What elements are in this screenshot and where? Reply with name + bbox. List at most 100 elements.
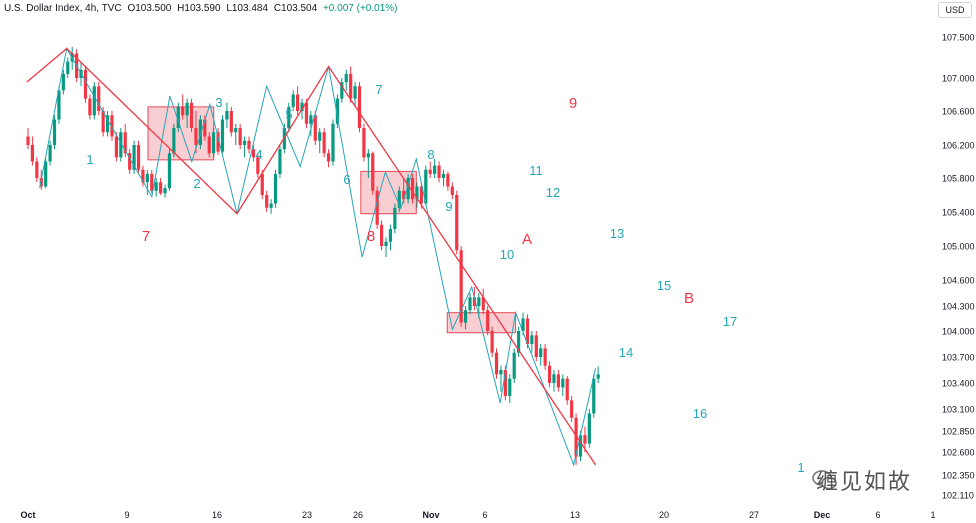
candle-body — [212, 132, 216, 154]
candle — [92, 82, 96, 120]
candle — [61, 69, 65, 95]
minor-wave-label: 6 — [343, 172, 350, 187]
candle — [463, 306, 468, 330]
symbol-label: U.S. Dollar Index, 4h, TVC — [4, 3, 122, 14]
candle-body — [424, 169, 428, 204]
candle — [512, 348, 516, 383]
y-tick-label: 103.100 — [942, 405, 975, 415]
candle-body — [525, 318, 530, 344]
candle-body — [547, 365, 552, 383]
candle — [384, 237, 388, 258]
candle — [57, 86, 61, 124]
candle — [48, 140, 52, 166]
candle-body — [433, 165, 437, 174]
candle-body — [234, 128, 238, 133]
candle-body — [251, 149, 256, 158]
candle-body — [397, 190, 401, 208]
candle-body — [145, 173, 149, 183]
candle-body — [238, 128, 242, 145]
high-value: H103.590 — [177, 3, 221, 14]
candle-body — [415, 186, 419, 200]
candle-body — [517, 331, 521, 353]
candle — [150, 169, 154, 194]
candle-body — [402, 190, 406, 200]
candle — [251, 145, 256, 162]
candle-body — [380, 224, 384, 246]
y-tick-label: 104.600 — [942, 276, 975, 286]
candle-body — [410, 178, 415, 200]
candle-body — [565, 378, 569, 401]
close-value: C103.504 — [273, 3, 318, 14]
candle — [357, 82, 362, 133]
candle — [238, 123, 242, 150]
candle-body — [154, 182, 158, 191]
y-tick-label: 102.350 — [942, 471, 975, 481]
candle — [446, 171, 450, 191]
candle-body — [472, 297, 477, 306]
open-value: O103.500 — [127, 3, 172, 14]
candle — [468, 293, 472, 315]
candle — [185, 98, 189, 128]
minor-wave-label: 16 — [693, 406, 707, 421]
candle — [340, 78, 344, 103]
minor-wave-label: 11 — [529, 163, 543, 178]
candle-body — [114, 136, 118, 158]
candle-body — [388, 229, 393, 242]
candle-body — [428, 169, 432, 174]
minor-wave-label: 9 — [445, 199, 452, 214]
candle-body — [181, 106, 185, 116]
candle-body — [278, 149, 282, 174]
y-tick-label: 104.000 — [942, 327, 975, 337]
candle — [242, 136, 247, 158]
minor-wave-label: 1 — [797, 460, 804, 475]
minor-wave-label: 8 — [427, 147, 434, 162]
x-tick-label: 6 — [482, 510, 487, 520]
candle-body — [30, 145, 35, 162]
candle-body — [441, 173, 446, 178]
candle — [490, 326, 494, 357]
candle-body — [340, 82, 344, 99]
currency-button[interactable]: USD — [938, 2, 972, 18]
candle — [326, 149, 331, 168]
candle — [119, 128, 123, 162]
candle-body — [128, 153, 132, 170]
y-tick-label: 102.600 — [942, 448, 975, 458]
candle-body — [512, 352, 516, 379]
candle — [380, 220, 384, 251]
y-tick-label: 103.700 — [942, 353, 975, 363]
minor-wave-label: 3 — [215, 95, 222, 110]
candle-body — [331, 123, 335, 162]
candle-body — [503, 370, 507, 396]
candle-body — [521, 318, 525, 331]
candle-body — [105, 115, 110, 133]
minor-wave-label: 12 — [546, 185, 560, 200]
waves-layer — [26, 47, 597, 467]
candle-body — [543, 348, 547, 366]
candle — [269, 199, 273, 214]
candle-body — [92, 86, 96, 116]
candle-body — [375, 190, 379, 225]
candle — [304, 98, 309, 128]
candle-body — [477, 297, 481, 306]
candle-body — [353, 86, 357, 99]
candle — [433, 159, 437, 178]
candle-body — [481, 297, 485, 311]
candle — [481, 288, 485, 315]
candle-body — [570, 400, 574, 418]
candle-body — [66, 61, 70, 74]
low-value: L103.484 — [226, 3, 269, 14]
candle — [234, 123, 238, 145]
minor-wave-label: 10 — [500, 247, 514, 262]
candle-body — [463, 310, 468, 323]
minor-wave-label: 5 — [285, 107, 292, 122]
candle-body — [256, 157, 260, 174]
candle-body — [419, 186, 423, 204]
candle — [397, 186, 401, 212]
candle — [154, 178, 158, 197]
candle-body — [163, 188, 167, 194]
candle — [287, 102, 291, 133]
candle — [508, 374, 512, 403]
candle — [375, 186, 379, 229]
x-tick-label: Oct — [20, 510, 35, 520]
